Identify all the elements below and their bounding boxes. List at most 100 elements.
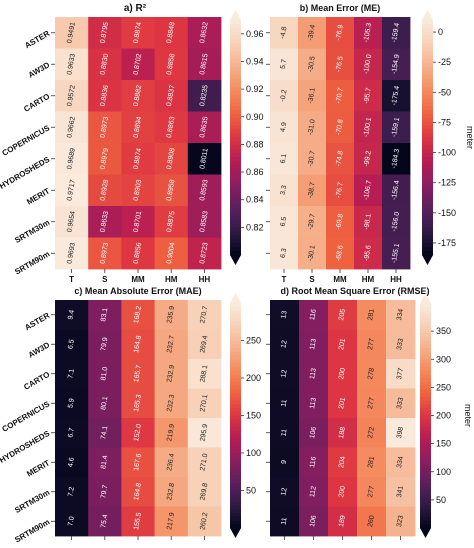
- y-tick-label: ASTER: [23, 29, 51, 50]
- heatmap-cell: [88, 447, 122, 478]
- y-tick-label: CARTO: [22, 370, 51, 392]
- cell-value-label: 270.7: [199, 305, 209, 324]
- cell-value-label: 0.9654: [66, 211, 77, 233]
- colorbar-segment: [420, 483, 431, 488]
- cell-value-label: 7.1: [67, 368, 76, 379]
- cell-value-label: 165.3: [133, 394, 143, 413]
- heatmap-cell: [88, 477, 122, 507]
- colorbar-segment: [230, 31, 241, 37]
- colorbar-segment: [230, 441, 241, 446]
- colorbar-segment: [422, 47, 433, 52]
- heatmap-cell: [298, 174, 327, 207]
- heatmap-cell: [154, 477, 189, 507]
- colorbar-tick-label: 100: [436, 467, 451, 477]
- heatmap-cell: [154, 17, 189, 49]
- cell-value-label: -30.5: [307, 56, 317, 73]
- heatmap-cell: [121, 506, 155, 537]
- cell-value-label: -70.7: [335, 87, 345, 104]
- colorbar-segment: [420, 479, 431, 484]
- heatmap-cell: [299, 477, 329, 507]
- cell-value-label: 377: [396, 367, 405, 380]
- colorbar-segment: [230, 90, 241, 95]
- colorbar-segment: [422, 172, 433, 178]
- colorbar-segment: [422, 219, 433, 225]
- colorbar-segment: [230, 490, 241, 495]
- y-tick-label: ASTER: [23, 311, 51, 332]
- heatmap-cell: [299, 418, 329, 448]
- heatmap-cell: [326, 80, 355, 112]
- colorbar-segment: [230, 374, 241, 379]
- cell-value-label: 334: [396, 456, 405, 469]
- colorbar-segment: [230, 82, 241, 88]
- colorbar-segment: [422, 98, 433, 103]
- x-tick-label: MM: [333, 275, 347, 284]
- cell-value-label: -30.7: [307, 150, 317, 167]
- cell-value-label: 165.7: [133, 364, 143, 383]
- heatmap-cell: [270, 388, 300, 419]
- colorbar-segment: [230, 378, 241, 383]
- colorbar-segment: [230, 184, 241, 189]
- panel-title: b) Mean Error (ME): [300, 3, 381, 13]
- cell-value-label: -4.8: [280, 26, 289, 39]
- heatmap-cell: [187, 143, 222, 175]
- colorbar-segment: [422, 153, 433, 158]
- colorbar-segment: [420, 426, 431, 431]
- colorbar-segment: [422, 141, 433, 146]
- heatmap-cell: [270, 111, 299, 144]
- colorbar-segment: [230, 208, 241, 213]
- cell-value-label: 0.9717: [66, 179, 77, 201]
- colorbar-segment: [230, 513, 241, 518]
- colorbar-segment: [230, 348, 241, 353]
- heatmap-cell: [326, 206, 355, 238]
- colorbar-segment: [422, 35, 433, 41]
- cell-value-label: 11: [280, 399, 288, 407]
- heatmap-cell: [299, 447, 329, 478]
- colorbar-segment: [230, 125, 241, 131]
- colorbar-segment: [230, 227, 241, 232]
- colorbar-segment: [230, 86, 241, 91]
- cell-value-label: 79.7: [100, 484, 109, 499]
- colorbar-tick-label: 350: [436, 326, 451, 336]
- colorbar-segment: [422, 223, 433, 229]
- colorbar-segment: [420, 314, 431, 319]
- colorbar-segment: [422, 106, 433, 111]
- colorbar-segment: [422, 200, 433, 205]
- heatmap-cell: [187, 300, 222, 330]
- cell-value-label: 277: [367, 338, 376, 351]
- cell-value-label: 334: [396, 308, 405, 321]
- heatmap-cell: [357, 477, 387, 507]
- heatmap-cell: [187, 329, 222, 360]
- colorbar-segment: [230, 325, 241, 330]
- cell-value-label: 0.8633: [99, 211, 110, 233]
- colorbar-segment: [230, 351, 241, 356]
- cell-value-label: 270.1: [199, 394, 209, 413]
- heatmap-cell: [88, 48, 122, 81]
- cell-value-label: 81.4: [100, 455, 109, 470]
- cell-value-label: 0.8635: [199, 116, 210, 138]
- cell-value-label: 271.0: [199, 453, 209, 472]
- colorbar-segment: [422, 31, 433, 37]
- colorbar-tick-label: 200: [436, 411, 451, 421]
- colorbar-segment: [230, 419, 241, 424]
- cell-value-label: 260.2: [199, 512, 209, 531]
- colorbar-segment: [422, 208, 433, 213]
- colorbar-segment: [422, 110, 433, 115]
- cell-value-label: 277: [367, 485, 376, 498]
- colorbar-segment: [230, 411, 241, 416]
- heatmap-cell: [121, 418, 155, 448]
- heatmap-cell: [187, 48, 222, 81]
- x-tick-label: T: [282, 275, 287, 284]
- colorbar-segment: [230, 336, 241, 341]
- colorbar-segment: [230, 453, 241, 458]
- colorbar-segment: [420, 378, 431, 383]
- colorbar-segment: [420, 419, 431, 424]
- colorbar-segment: [230, 486, 241, 491]
- cell-value-label: 269.4: [199, 335, 209, 354]
- colorbar-segment: [422, 117, 433, 123]
- heatmap-cell: [354, 80, 383, 112]
- panel-b: b) Mean Error (ME) -4.8 -39.4 -76.9 -105.3 -1…: [266, 3, 474, 284]
- heatmap-cell: [382, 237, 411, 270]
- cell-value-label: 189: [338, 515, 347, 528]
- colorbar-segment: [422, 192, 433, 197]
- heatmap-cell: [154, 206, 189, 238]
